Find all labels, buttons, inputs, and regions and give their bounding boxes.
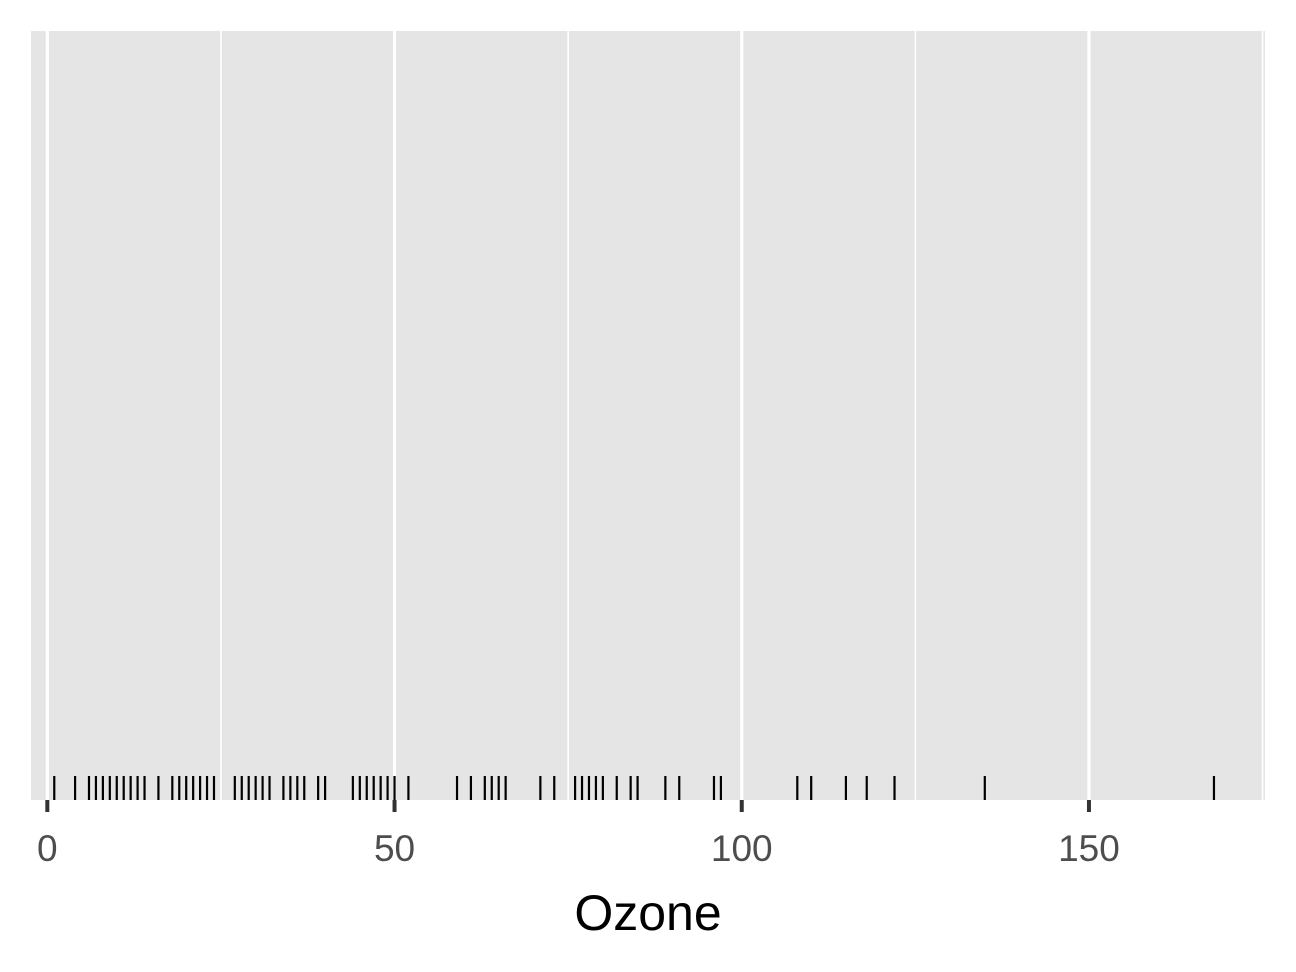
x-axis-tick-labels: 0 50 100 150: [37, 828, 1120, 869]
minor-gridlines: [220, 31, 1264, 800]
x-axis-ticks: [45, 800, 1091, 812]
x-tick-label: 50: [374, 828, 415, 869]
x-tick-label: 150: [1058, 828, 1120, 869]
plot-panel: [31, 31, 1265, 800]
x-tick-label: 0: [37, 828, 58, 869]
major-gridlines: [45, 31, 1091, 800]
x-axis-title: Ozone: [574, 885, 721, 941]
x-tick-label: 100: [711, 828, 773, 869]
rug-marks: [53, 776, 1216, 800]
